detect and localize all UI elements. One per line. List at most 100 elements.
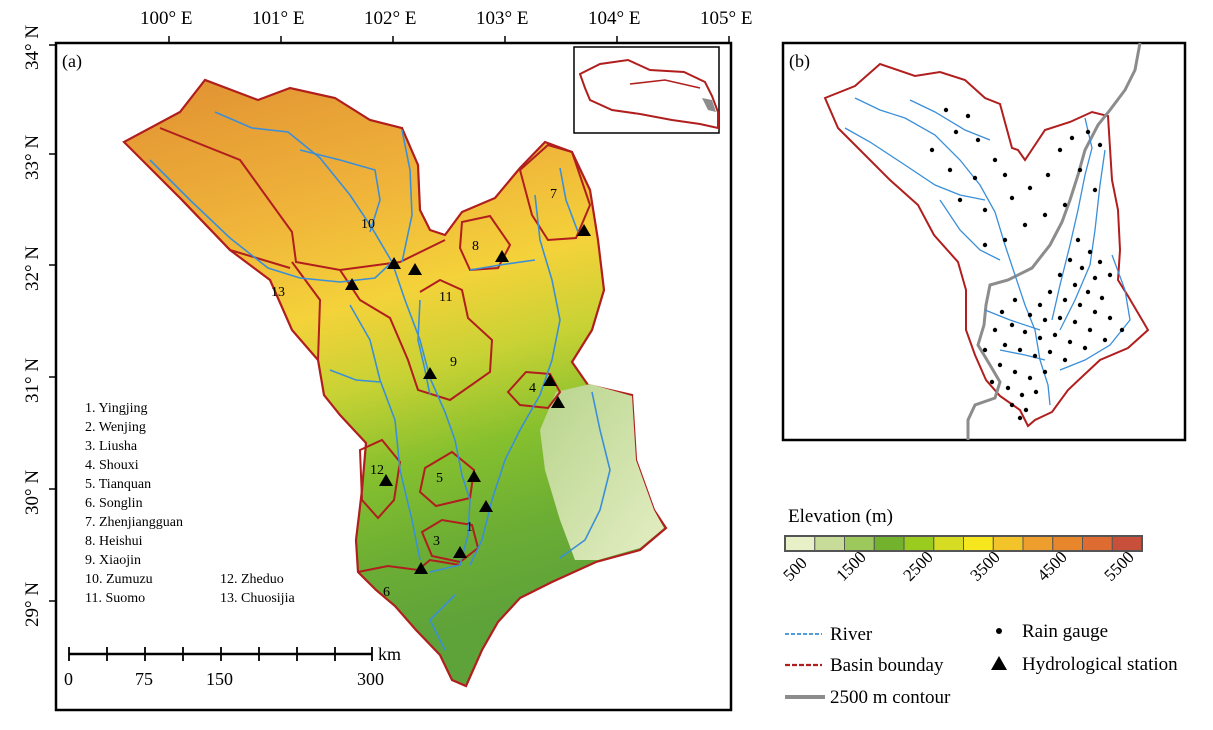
basin-plain [540,384,664,560]
elevation-label: 1500 [832,547,869,584]
elevation-swatch [784,535,816,552]
inset-region [702,98,716,112]
rain-gauge [1017,347,1023,353]
legend-boundary-label: Basin bounday [830,655,944,676]
rain-gauge [999,309,1005,315]
elevation-label: 5500 [1100,547,1137,584]
elevation-ramp-border [784,535,1143,552]
rain-gauge [989,379,995,385]
lon-label: 104° E [588,8,640,29]
lat-label: 30° N [22,470,43,515]
rain-gauge [1002,342,1008,348]
rain-gauge [1079,265,1085,271]
subbasin-labels: 1 3 4 5 6 7 8 9 10 11 12 13 [271,187,557,600]
rain-gauge [1027,375,1033,381]
subbasin-number: 11 [439,290,452,305]
rain-gauge [992,157,998,163]
rain-gauge [1062,202,1068,208]
rain-gauge [1072,282,1078,288]
rain-gauge [947,167,953,173]
rain-gauge [1022,329,1028,335]
rain-gauge [1017,415,1023,421]
panel-b-rivers [844,97,1131,406]
rain-gauge [1072,319,1078,325]
station-list-item: 12. Zheduo [220,572,284,587]
longitude-labels: 100° E 101° E 102° E 103° E 104° E 105° … [140,8,752,29]
rain-gauge [957,197,963,203]
rain-gauge [1009,195,1015,201]
subbasin-number: 9 [450,355,457,370]
rain-gauge [992,327,998,333]
rain-gauge [1002,237,1008,243]
rain-gauge [1009,322,1015,328]
station-list-item: 5. Tianquan [85,477,151,492]
rain-gauge [972,175,978,181]
lat-label: 31° N [22,358,43,403]
station-marker [379,474,393,486]
inset-outline [578,58,719,130]
symbol-legend: River Basin bounday 2500 m contour Rain … [785,621,1178,708]
rain-gauge [1087,249,1093,255]
station-list-item: 6. Songlin [85,496,143,511]
station-marker [423,367,437,379]
lon-label: 100° E [140,8,192,29]
station-list-item: 10. Zumuzu [85,572,153,587]
legend-contour-label: 2500 m contour [830,687,951,708]
legend-station-label: Hydrological station [1022,654,1178,675]
rain-gauge [965,113,971,119]
rain-gauge [929,147,935,153]
rain-gauge [1042,212,1048,218]
rain-gauge [1077,167,1083,173]
subbasin-number: 6 [383,585,390,600]
station-marker [345,278,359,290]
rain-gauge [982,347,988,353]
station-list-item: 11. Suomo [85,591,145,606]
rain-gauge [982,242,988,248]
hydrological-stations [345,224,591,574]
rain-gauge [1019,392,1025,398]
rain-gauge [1062,357,1068,363]
elevation-swatch [844,535,875,552]
rain-gauge [1082,345,1088,351]
subbasin-number: 13 [271,285,285,300]
elevation-label: 4500 [1033,547,1070,584]
rain-gauges [929,107,1125,421]
station-marker [387,257,401,269]
lon-label: 102° E [364,8,416,29]
panel-label: (a) [62,51,82,72]
inset-locator [573,46,720,134]
station-marker [479,500,493,512]
elevation-swatch [1111,535,1143,552]
rain-gauge [1047,289,1053,295]
rain-gauge [1022,222,1028,228]
rain-gauge [1002,172,1008,178]
elevation-swatch [1022,535,1054,552]
lon-label: 105° E [700,8,752,29]
rain-gauge [1005,385,1011,391]
rain-gauge [1023,407,1029,413]
legend-river-label: River [830,624,873,645]
station-list-item: 2. Wenjing [85,420,146,435]
elevation-ramp [784,535,1143,552]
station-swatch [991,656,1007,670]
lat-label: 33° N [22,135,43,180]
subbasin-number: 3 [433,534,440,549]
rain-gauge [1119,327,1125,333]
rain-gauge [1012,369,1018,375]
scale-label: 300 [357,669,384,689]
station-marker [577,224,591,236]
map-ticks [49,36,730,602]
panel-label: (b) [789,51,810,72]
lat-label: 34° N [22,25,43,70]
rain-gauge [1097,259,1103,265]
latitude-labels: 34° N 33° N 32° N 31° N 30° N 29° N [22,25,43,627]
subbasin-number: 1 [466,520,473,535]
rain-gauge [1069,135,1075,141]
rain-gauge [1107,272,1113,278]
rain-gauge [1067,339,1073,345]
elevation-swatch [992,535,1024,552]
scale-unit: km [378,644,401,664]
rain-gauge [1027,312,1033,318]
rain-gauge [1087,327,1093,333]
